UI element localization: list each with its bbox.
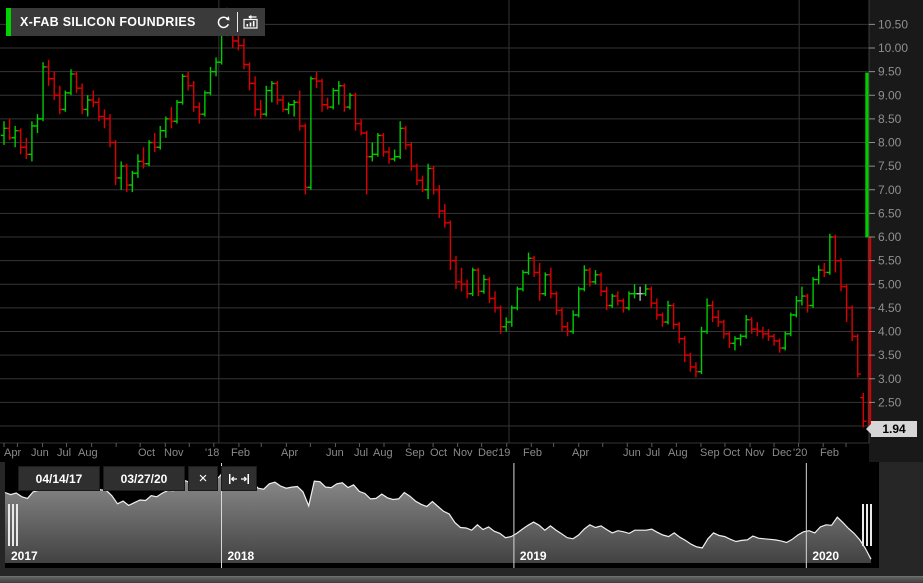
navigator-year-label: 2017 — [11, 549, 38, 563]
symbol-title: X-FAB SILICON FOUNDRIES — [20, 15, 196, 29]
month-label: Nov — [164, 447, 184, 459]
axis-background — [869, 0, 923, 462]
navigator-handle-left[interactable] — [8, 504, 18, 546]
navigator-controls: 04/14/17 03/27/20 × — [18, 466, 257, 491]
month-label: Apr — [572, 447, 589, 459]
load-history-icon — [243, 14, 258, 29]
price-label: 6.00 — [878, 230, 902, 244]
price-label: 10.50 — [878, 17, 908, 31]
month-label: '20 — [793, 447, 807, 459]
price-axis: 2.50 3.00 3.50 4.00 4.50 5.00 5.50 6.00 6.50 7.00… — [868, 0, 908, 443]
month-label: Oct — [138, 447, 155, 459]
month-label: Aug — [373, 447, 393, 459]
load-history-button[interactable] — [238, 8, 265, 36]
month-label: Jul — [354, 447, 368, 459]
price-label: 3.50 — [878, 348, 902, 362]
range-end-input[interactable]: 03/27/20 — [103, 466, 185, 491]
price-label: 8.50 — [878, 112, 902, 126]
bottom-edge-bar — [0, 576, 923, 583]
chart-background — [0, 0, 869, 462]
price-label: 9.50 — [878, 65, 902, 79]
price-label: 3.00 — [878, 372, 902, 386]
handle-grip-line — [8, 504, 10, 546]
month-label: Nov — [453, 447, 473, 459]
month-label: Oct — [430, 447, 447, 459]
price-label: 6.50 — [878, 206, 902, 220]
month-label: Jun — [623, 447, 641, 459]
month-label: Oct — [723, 447, 740, 459]
ohlc-bars — [0, 7, 867, 428]
month-label: Jul — [646, 447, 660, 459]
price-label: 7.00 — [878, 183, 902, 197]
month-label: Apr — [4, 447, 21, 459]
price-label: 2.50 — [878, 395, 902, 409]
toolbar-divider — [236, 12, 238, 32]
month-label: Feb — [523, 447, 542, 459]
month-label: Sep — [700, 447, 720, 459]
range-start-input[interactable]: 04/14/17 — [18, 466, 100, 491]
month-label: Jul — [57, 447, 71, 459]
last-price-tag: 1.94 — [866, 421, 917, 437]
refresh-button[interactable] — [210, 8, 237, 36]
price-label: 5.50 — [878, 254, 902, 268]
navigator-year-label: 2020 — [812, 549, 839, 563]
month-label: Nov — [745, 447, 765, 459]
close-range-button[interactable]: × — [188, 466, 218, 491]
refresh-icon — [217, 15, 230, 28]
handle-grip-line — [866, 504, 868, 546]
month-label: Aug — [668, 447, 688, 459]
month-label: '18 — [205, 447, 219, 459]
symbol-toolbar: X-FAB SILICON FOUNDRIES — [6, 8, 265, 36]
month-label: Dec — [772, 447, 792, 459]
month-label: Jun — [31, 447, 49, 459]
price-label: 5.00 — [878, 277, 902, 291]
navigator-year-label: 2019 — [520, 549, 547, 563]
price-label: 7.50 — [878, 159, 902, 173]
handle-grip-line — [862, 504, 864, 546]
ohlc-bar — [854, 333, 861, 378]
month-label: Dec — [478, 447, 498, 459]
year-gridlines — [218, 0, 800, 443]
expand-range-icon — [229, 473, 249, 484]
price-label: 10.00 — [878, 41, 908, 55]
ohlc-bar — [860, 392, 867, 428]
time-axis: Apr Jun Jul Aug Oct Nov '18 Feb Apr Jun Jul Aug Sep O… — [0, 442, 869, 459]
month-label: '19 — [496, 447, 510, 459]
symbol-accent-bar — [6, 8, 11, 36]
month-label: Apr — [281, 447, 298, 459]
price-label: 4.50 — [878, 301, 902, 315]
handle-grip-line — [12, 504, 14, 546]
handle-grip-line — [870, 504, 872, 546]
month-label: Feb — [820, 447, 839, 459]
bottom-margin — [0, 568, 923, 576]
price-chart[interactable]: 2.50 3.00 3.50 4.00 4.50 5.00 5.50 6.00 6.50 7.00… — [0, 0, 923, 462]
handle-grip-line — [16, 504, 18, 546]
month-label: Sep — [405, 447, 425, 459]
month-label: Feb — [231, 447, 250, 459]
navigator-handle-right[interactable] — [862, 504, 872, 546]
price-label: 9.00 — [878, 88, 902, 102]
price-label: 4.00 — [878, 325, 902, 339]
fit-range-button[interactable] — [221, 466, 257, 491]
price-label: 8.00 — [878, 136, 902, 150]
month-label: Aug — [78, 447, 98, 459]
navigator-line — [4, 465, 872, 560]
month-label: Jun — [326, 447, 344, 459]
navigator-year-label: 2018 — [228, 549, 255, 563]
